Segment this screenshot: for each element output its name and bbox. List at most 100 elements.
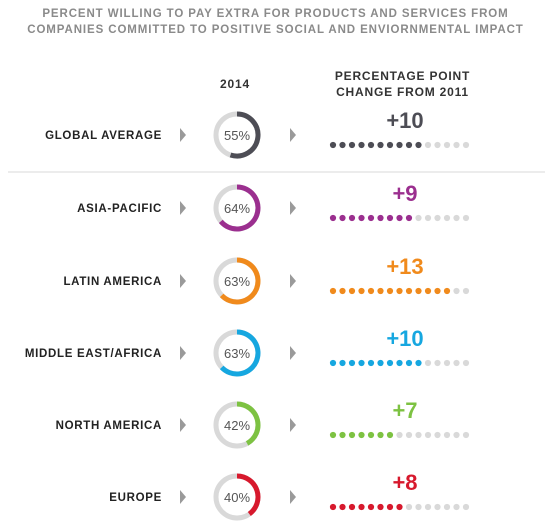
change-dot-filled: [329, 141, 337, 149]
change-dot-filled: [367, 359, 375, 367]
arrow-icon: [290, 128, 296, 142]
change-dot-filled: [348, 359, 356, 367]
chart-title: PERCENT WILLING TO PAY EXTRA FOR PRODUCT…: [0, 6, 551, 38]
arrow-icon: [290, 274, 296, 288]
change-dot-filled: [367, 287, 375, 295]
change-dot-filled: [396, 503, 403, 511]
change-dot-filled: [415, 359, 422, 367]
change-dot-empty: [462, 431, 470, 439]
change-label: +7: [392, 398, 417, 423]
change-dot-empty: [462, 503, 470, 511]
region-label: EUROPE: [109, 492, 162, 504]
change-dot-filled: [405, 214, 413, 222]
change-dot-filled: [367, 431, 375, 439]
change-dot-filled: [358, 503, 365, 511]
change-dot-filled: [377, 287, 384, 295]
change-dot-filled: [386, 359, 394, 367]
change-dot-filled: [348, 214, 356, 222]
change-dot-empty: [405, 431, 413, 439]
change-dot-empty: [443, 503, 451, 511]
arrow-icon: [290, 418, 296, 432]
change-label: +10: [386, 108, 423, 133]
change-dot-filled: [358, 214, 365, 222]
change-dot-filled: [339, 214, 346, 222]
region-label: ASIA-PACIFIC: [77, 203, 162, 215]
change-label: +13: [386, 254, 423, 279]
percent-label: 63%: [224, 274, 250, 289]
arrow-icon: [290, 201, 296, 215]
change-dot-empty: [434, 141, 441, 149]
change-dot-empty: [434, 359, 441, 367]
percent-label: 42%: [224, 418, 250, 433]
change-dot-filled: [339, 141, 346, 149]
change-dot-filled: [396, 214, 403, 222]
percent-label: 40%: [224, 490, 250, 505]
change-dot-empty: [415, 431, 422, 439]
change-dot-filled: [405, 141, 413, 149]
change-dot-empty: [443, 141, 451, 149]
change-dot-empty: [453, 431, 460, 439]
arrow-icon: [180, 418, 186, 432]
change-dot-filled: [329, 359, 337, 367]
change-dot-filled: [424, 287, 432, 295]
change-dot-empty: [396, 431, 403, 439]
change-dot-filled: [396, 287, 403, 295]
change-dot-empty: [424, 503, 432, 511]
change-dot-empty: [434, 503, 441, 511]
change-dot-filled: [443, 287, 451, 295]
change-dot-filled: [348, 503, 356, 511]
change-dot-filled: [358, 287, 365, 295]
change-dot-empty: [453, 214, 460, 222]
change-label: +9: [392, 181, 417, 206]
change-dot-filled: [358, 141, 365, 149]
change-dot-filled: [329, 214, 337, 222]
change-dot-filled: [358, 431, 365, 439]
change-label: +10: [386, 326, 423, 351]
change-dot-empty: [462, 214, 470, 222]
change-dot-filled: [386, 503, 394, 511]
ring-value-arc: [219, 257, 261, 305]
change-dot-empty: [415, 503, 422, 511]
change-dot-empty: [462, 141, 470, 149]
percent-label: 63%: [224, 346, 250, 361]
ring-value-arc: [236, 401, 261, 446]
arrow-icon: [180, 274, 186, 288]
change-dot-filled: [377, 214, 384, 222]
change-dot-empty: [453, 141, 460, 149]
change-dot-filled: [434, 287, 441, 295]
change-dot-filled: [348, 431, 356, 439]
region-label: GLOBAL AVERAGE: [45, 130, 162, 142]
change-dot-filled: [358, 359, 365, 367]
change-dot-empty: [453, 287, 460, 295]
ring-value-arc: [219, 329, 261, 377]
change-dot-empty: [424, 141, 432, 149]
arrow-icon: [290, 346, 296, 360]
arrow-icon: [180, 201, 186, 215]
change-dot-filled: [339, 287, 346, 295]
change-dot-filled: [386, 214, 394, 222]
change-dot-filled: [367, 141, 375, 149]
change-dot-filled: [386, 431, 394, 439]
change-dot-filled: [339, 503, 346, 511]
change-dot-filled: [405, 287, 413, 295]
change-dot-filled: [329, 431, 337, 439]
change-dot-filled: [329, 287, 337, 295]
ring-value-arc: [218, 184, 261, 232]
change-label: +8: [392, 470, 417, 495]
change-dot-filled: [329, 503, 337, 511]
change-dot-filled: [377, 359, 384, 367]
change-dot-empty: [415, 214, 422, 222]
change-dot-filled: [339, 431, 346, 439]
change-dot-empty: [462, 287, 470, 295]
change-dot-empty: [453, 503, 460, 511]
change-dot-empty: [443, 431, 451, 439]
change-dot-filled: [367, 503, 375, 511]
percent-label: 55%: [224, 128, 250, 143]
change-dot-filled: [396, 141, 403, 149]
change-dot-empty: [434, 214, 441, 222]
arrow-icon: [290, 490, 296, 504]
column-header-change-line2: CHANGE FROM 2011: [336, 85, 469, 99]
change-dot-empty: [424, 359, 432, 367]
change-dot-empty: [443, 214, 451, 222]
